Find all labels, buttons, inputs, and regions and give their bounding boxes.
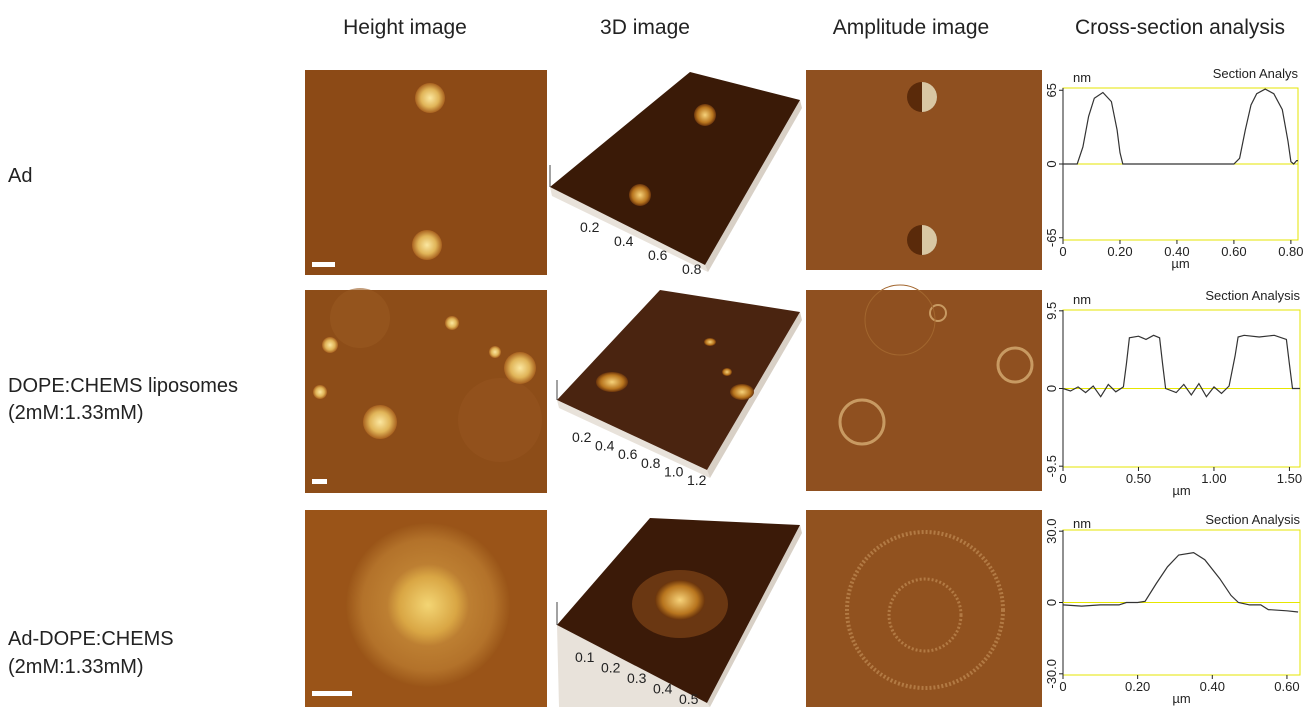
amplitude-image — [806, 510, 1042, 707]
axis-3d-label: 0.2 — [601, 660, 621, 676]
profile-line — [1063, 89, 1298, 164]
axis-3d-label: 0.3 — [627, 670, 647, 686]
axis-3d-label: 1.2 — [687, 472, 707, 488]
x-tick-label: 0.40 — [1200, 679, 1225, 694]
three-d-image — [550, 72, 802, 272]
amplitude-image — [806, 285, 1042, 491]
axis-3d-label: 0.4 — [595, 438, 615, 454]
axis-3d-label: 0.8 — [682, 261, 702, 277]
row-label: (2mM:1.33mM) — [8, 402, 144, 424]
y-tick-label: 9.5 — [1044, 302, 1059, 320]
column-header: Amplitude image — [833, 16, 989, 39]
axis-3d-label: µm — [705, 702, 725, 707]
three-d-image — [557, 518, 802, 707]
section-title: Section Analys — [1213, 66, 1299, 81]
x-tick-label: 1.00 — [1201, 471, 1226, 486]
three-d-image — [557, 290, 802, 478]
y-tick-label: 0 — [1044, 599, 1059, 606]
x-tick-label: 0.60 — [1221, 244, 1246, 259]
profile-line — [1063, 553, 1298, 612]
y-tick-label: -30.0 — [1044, 659, 1059, 689]
row-label: Ad-DOPE:CHEMS — [8, 628, 174, 650]
axis-3d-label: 0.4 — [653, 681, 673, 697]
height-image — [305, 70, 547, 275]
column-header: Cross-section analysis — [1075, 16, 1285, 39]
axis-3d-label: 0.1 — [575, 649, 595, 665]
row-label: DOPE:CHEMS liposomes — [8, 375, 238, 397]
section-title: Section Analysis — [1205, 512, 1300, 527]
column-header: 3D image — [600, 16, 690, 39]
x-tick-label: 0 — [1059, 679, 1066, 694]
y-unit: nm — [1073, 516, 1091, 531]
x-tick-label: 0.40 — [1164, 244, 1189, 259]
section-title: Section Analysis — [1205, 288, 1300, 303]
y-tick-label: 65 — [1044, 83, 1059, 97]
y-tick-label: -9.5 — [1044, 455, 1059, 477]
height-image — [305, 288, 547, 493]
axis-3d-label: 0.8 — [641, 455, 661, 471]
x-tick-label: 0.20 — [1107, 244, 1132, 259]
figure: Height image 3D image Amplitude image Cr… — [0, 0, 1306, 707]
axis-3d-label: 0.2 — [572, 429, 592, 445]
axis-3d-label: 0.5 — [679, 691, 699, 707]
y-unit: nm — [1073, 292, 1091, 307]
x-tick-label: 0.60 — [1274, 679, 1299, 694]
height-image — [305, 510, 547, 707]
axis-3d-label: 0.4 — [614, 233, 634, 249]
amplitude-image — [806, 70, 1042, 270]
y-tick-label: 0 — [1044, 160, 1059, 167]
x-tick-label: 0 — [1059, 244, 1066, 259]
profile-line — [1063, 335, 1300, 396]
axis-3d-label: 1.0 — [664, 463, 684, 479]
x-tick-label: 0.20 — [1125, 679, 1150, 694]
row-label: (2mM:1.33mM) — [8, 656, 144, 678]
x-unit: µm — [1172, 691, 1190, 706]
column-header: Height image — [343, 16, 467, 39]
row-label: Ad — [8, 165, 32, 187]
x-tick-label: 0 — [1059, 471, 1066, 486]
y-tick-label: -65 — [1044, 228, 1059, 247]
axis-3d-label: 0.6 — [618, 446, 638, 462]
x-tick-label: 0.80 — [1278, 244, 1303, 259]
axis-3d-label: 0.2 — [580, 219, 600, 235]
x-tick-label: 1.50 — [1277, 471, 1302, 486]
headers: Height image 3D image Amplitude image Cr… — [343, 16, 1285, 39]
x-tick-label: 0.50 — [1126, 471, 1151, 486]
y-tick-label: 0 — [1044, 385, 1059, 392]
row-labels: Ad DOPE:CHEMS liposomes (2mM:1.33mM) Ad-… — [8, 165, 238, 678]
axis-3d-label: 0.6 — [648, 247, 668, 263]
y-unit: nm — [1073, 70, 1091, 85]
x-unit: µm — [1172, 483, 1190, 498]
y-tick-label: 30.0 — [1044, 519, 1059, 544]
